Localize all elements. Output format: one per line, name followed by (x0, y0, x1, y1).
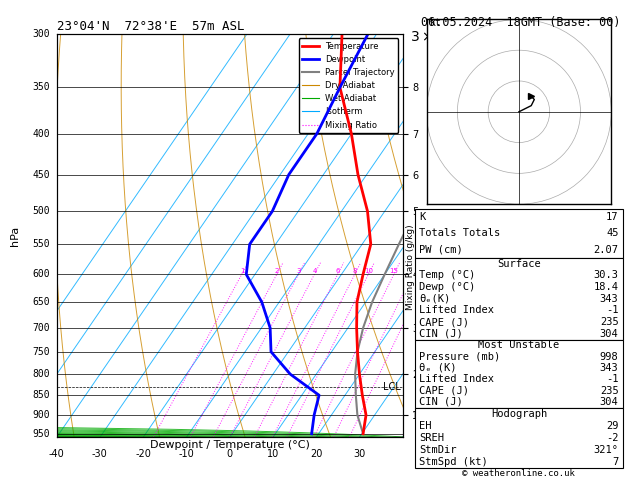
Text: -10: -10 (179, 450, 194, 459)
Text: CAPE (J): CAPE (J) (420, 317, 469, 327)
Text: CIN (J): CIN (J) (420, 397, 463, 407)
Text: -1: -1 (606, 306, 618, 315)
X-axis label: Dewpoint / Temperature (°C): Dewpoint / Temperature (°C) (150, 440, 309, 450)
Text: 8: 8 (353, 268, 357, 275)
Text: Most Unstable: Most Unstable (478, 340, 560, 350)
Text: 15: 15 (389, 268, 399, 275)
Text: kt: kt (430, 17, 442, 28)
Text: 2: 2 (275, 268, 279, 275)
Text: 500: 500 (33, 206, 50, 216)
Text: Mixing Ratio (g/kg): Mixing Ratio (g/kg) (406, 225, 415, 310)
Text: 850: 850 (33, 390, 50, 400)
Text: 600: 600 (33, 269, 50, 279)
Text: 0: 0 (226, 450, 233, 459)
Text: -30: -30 (92, 450, 108, 459)
Text: EH: EH (420, 420, 431, 431)
Text: CIN (J): CIN (J) (420, 329, 463, 339)
Text: 950: 950 (33, 429, 50, 439)
Y-axis label: km
ASL: km ASL (459, 225, 477, 246)
Text: 45: 45 (606, 228, 618, 239)
Text: 800: 800 (33, 369, 50, 379)
Text: LCL: LCL (382, 382, 401, 392)
Text: hPa: hPa (10, 226, 20, 246)
Text: θₑ (K): θₑ (K) (420, 363, 457, 373)
Text: 17: 17 (606, 212, 618, 222)
Text: StmSpd (kt): StmSpd (kt) (420, 456, 488, 467)
Text: 400: 400 (33, 129, 50, 139)
Text: 550: 550 (33, 239, 50, 249)
Text: 343: 343 (600, 363, 618, 373)
Text: 29: 29 (606, 420, 618, 431)
Text: 900: 900 (33, 410, 50, 420)
Text: 321°: 321° (594, 445, 618, 454)
Legend: Temperature, Dewpoint, Parcel Trajectory, Dry Adiabat, Wet Adiabat, Isotherm, Mi: Temperature, Dewpoint, Parcel Trajectory… (299, 38, 398, 133)
Text: © weatheronline.co.uk: © weatheronline.co.uk (462, 469, 576, 478)
Text: 6: 6 (336, 268, 340, 275)
Text: 2.07: 2.07 (594, 245, 618, 255)
FancyBboxPatch shape (415, 209, 623, 258)
Text: K: K (420, 212, 426, 222)
Text: 4: 4 (313, 268, 317, 275)
Text: 300: 300 (33, 29, 50, 39)
Text: -1: -1 (606, 374, 618, 384)
Text: CAPE (J): CAPE (J) (420, 386, 469, 396)
Text: 450: 450 (33, 170, 50, 180)
Text: 7: 7 (612, 456, 618, 467)
Text: -2: -2 (606, 433, 618, 443)
Text: Surface: Surface (497, 259, 541, 269)
Text: 10: 10 (364, 268, 373, 275)
Text: 304: 304 (600, 397, 618, 407)
Text: StmDir: StmDir (420, 445, 457, 454)
Text: Temp (°C): Temp (°C) (420, 271, 476, 280)
Text: 1: 1 (240, 268, 244, 275)
Text: 750: 750 (33, 347, 50, 357)
Text: SREH: SREH (420, 433, 444, 443)
Text: 23°04'N  72°38'E  57m ASL: 23°04'N 72°38'E 57m ASL (57, 20, 244, 33)
Text: 235: 235 (600, 386, 618, 396)
Text: Lifted Index: Lifted Index (420, 374, 494, 384)
Text: 30.3: 30.3 (594, 271, 618, 280)
Text: 3: 3 (296, 268, 301, 275)
Text: 06.05.2024  18GMT (Base: 00): 06.05.2024 18GMT (Base: 00) (421, 16, 621, 29)
Text: 350: 350 (33, 83, 50, 92)
Text: 998: 998 (600, 352, 618, 362)
Text: 700: 700 (33, 323, 50, 333)
FancyBboxPatch shape (415, 258, 623, 340)
Text: -20: -20 (135, 450, 151, 459)
Text: θₑ(K): θₑ(K) (420, 294, 450, 304)
FancyBboxPatch shape (415, 408, 623, 468)
Text: 18.4: 18.4 (594, 282, 618, 292)
Text: 10: 10 (267, 450, 279, 459)
Text: -40: -40 (48, 450, 65, 459)
Text: Hodograph: Hodograph (491, 409, 547, 418)
Text: Pressure (mb): Pressure (mb) (420, 352, 501, 362)
Text: PW (cm): PW (cm) (420, 245, 463, 255)
Text: 650: 650 (33, 297, 50, 307)
Text: Lifted Index: Lifted Index (420, 306, 494, 315)
Text: Totals Totals: Totals Totals (420, 228, 501, 239)
Text: 343: 343 (600, 294, 618, 304)
Text: 235: 235 (600, 317, 618, 327)
Text: 30: 30 (353, 450, 365, 459)
Text: 304: 304 (600, 329, 618, 339)
Text: Dewp (°C): Dewp (°C) (420, 282, 476, 292)
Text: 20: 20 (310, 450, 322, 459)
FancyBboxPatch shape (415, 340, 623, 408)
